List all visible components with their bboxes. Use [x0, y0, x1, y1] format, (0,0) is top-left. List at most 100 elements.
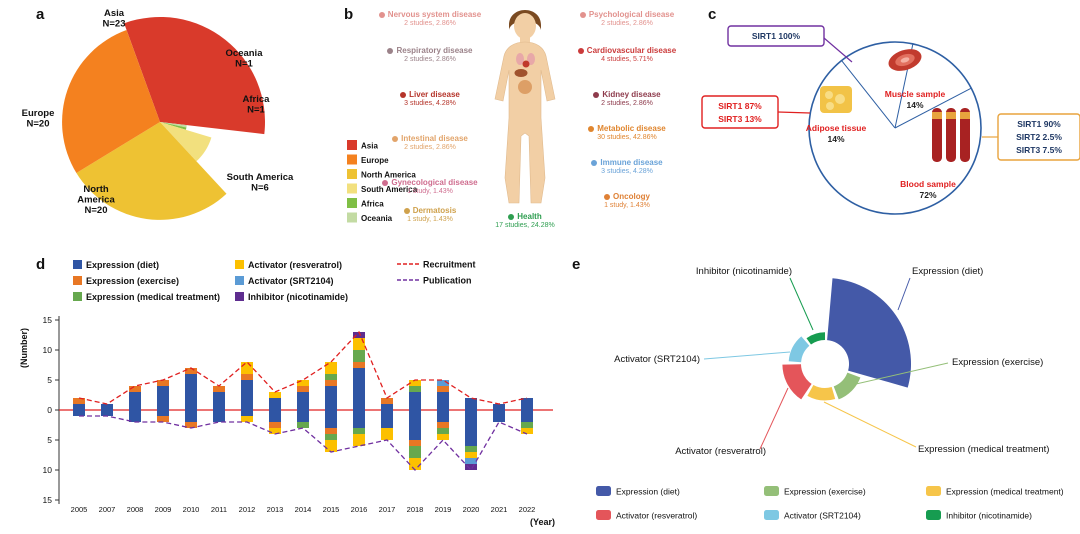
bar-segment	[129, 410, 141, 422]
bar-segment	[325, 428, 337, 434]
intestine-icon	[518, 80, 532, 94]
bar-segment	[437, 386, 449, 392]
tspan-shape: N=20	[85, 205, 108, 216]
circle-shape	[825, 91, 833, 99]
polar-segment-4	[782, 364, 812, 400]
slice-label: Muscle sample	[885, 89, 946, 99]
rose-slice-1	[124, 16, 266, 135]
legend-swatch	[347, 140, 357, 150]
bar-segment	[353, 410, 365, 428]
x-tick-label: 2008	[127, 505, 144, 514]
bar-segment	[409, 446, 421, 458]
bar-segment	[353, 338, 365, 350]
bar-segment	[101, 410, 113, 416]
x-tick-label: 2015	[323, 505, 340, 514]
tspan-shape: N=6	[251, 183, 269, 194]
disease-name: Metabolic disease	[557, 124, 697, 134]
slice-pct: 14%	[906, 100, 923, 110]
disease-detail: 1 study, 1.43%	[407, 216, 453, 224]
bar-segment	[213, 392, 225, 410]
bar-segment	[297, 422, 309, 428]
rose-label-1: Asia N=23	[103, 8, 126, 30]
legend-label: Activator (resveratrol)	[616, 511, 697, 521]
slice-divider	[841, 60, 896, 129]
rose-label-2: Europe N=20	[22, 108, 55, 130]
y-axis-title: (Number)	[19, 328, 29, 368]
bar-segment	[409, 386, 421, 392]
legend-label: Activator (SRT2104)	[248, 276, 334, 286]
callout-box	[727, 25, 825, 47]
rose-slice-4	[160, 122, 212, 162]
bar-segment	[73, 404, 85, 410]
callout-text: SIRT3 13%	[718, 114, 762, 124]
legend-swatch	[347, 212, 357, 223]
legend-label: North America	[361, 171, 416, 180]
legend-swatch	[926, 486, 941, 496]
disease-item-intestinal-disease: Intestinal disease 2 studies, 2.86%	[371, 134, 489, 153]
x-axis-title: (Year)	[530, 517, 555, 527]
tspan-shape: North	[83, 184, 109, 195]
legend-swatch	[235, 260, 244, 269]
brain-icon	[579, 11, 586, 18]
uterus-icon	[382, 179, 389, 186]
x-tick-label: 2011	[211, 505, 227, 514]
disease-name: Oncology	[557, 192, 697, 202]
rect-shape	[932, 108, 942, 162]
lungs-icon	[387, 47, 394, 54]
bar-segment	[353, 368, 365, 410]
legend-label: Africa	[361, 200, 384, 209]
bar-segment	[437, 434, 449, 440]
intestine-icon	[392, 135, 399, 142]
brain-icon	[378, 11, 385, 18]
bar-segment	[409, 458, 421, 470]
bar-segment	[325, 440, 337, 452]
disease-detail: 30 studies, 42.86%	[597, 134, 657, 142]
bar-segment	[185, 410, 197, 422]
disease-detail: 3 studies, 4.28%	[404, 100, 456, 108]
lungs-icon	[516, 53, 524, 65]
bar-segment	[157, 410, 169, 416]
segment-label: Activator (SRT2104)	[614, 354, 700, 365]
y-tick-label: 5	[47, 435, 52, 445]
bar-segment	[269, 392, 281, 398]
x-tick-label: 2014	[295, 505, 312, 514]
legend-label: Oceania	[361, 214, 393, 223]
bar-segment	[437, 422, 449, 428]
bar-segment	[269, 428, 281, 434]
disease-detail: 3 studies, 4.28%	[601, 168, 653, 176]
rose-label-6: Oceania N=1	[226, 48, 264, 70]
bar-segment	[437, 410, 449, 422]
lungs-icon	[527, 53, 535, 65]
legend-label: Expression (diet)	[616, 487, 680, 497]
rose-label-4: South America N=6	[227, 172, 294, 194]
disease-body-map: Nervous system disease 2 studies, 2.86% Re…	[345, 0, 705, 250]
cells-icon	[588, 125, 595, 132]
slice-pct: 14%	[827, 134, 844, 144]
bar-segment	[381, 428, 393, 440]
legend-label: Recruitment	[423, 260, 476, 270]
legend-label: South America	[361, 185, 418, 194]
x-tick-label: 2012	[239, 505, 256, 514]
bar-segment	[129, 386, 141, 392]
tspan-shape: N=1	[247, 105, 265, 116]
bar-segment	[101, 404, 113, 410]
callout-text: SIRT1 90%	[1017, 119, 1061, 129]
bar-segment	[381, 404, 393, 410]
bar-segment	[325, 380, 337, 386]
ribbon-icon	[604, 193, 611, 200]
bar-segment	[269, 398, 281, 410]
legend-swatch	[235, 292, 244, 301]
continent-rose-chart: Asia N=23 Europe N=20 North America N=20 South …	[22, 8, 418, 223]
legend-swatch	[347, 198, 357, 208]
tspan-shape: Africa	[243, 94, 271, 105]
legend-label: Inhibitor (nicotinamide)	[248, 292, 348, 302]
rect-shape	[960, 112, 970, 119]
legend-swatch	[73, 276, 82, 285]
legend-swatch	[73, 292, 82, 301]
x-tick-label: 2017	[379, 505, 396, 514]
disease-detail: 1 study, 1.43%	[604, 202, 650, 210]
tspan-shape: America	[77, 195, 115, 206]
disease-detail: 2 studies, 2.86%	[404, 20, 456, 28]
